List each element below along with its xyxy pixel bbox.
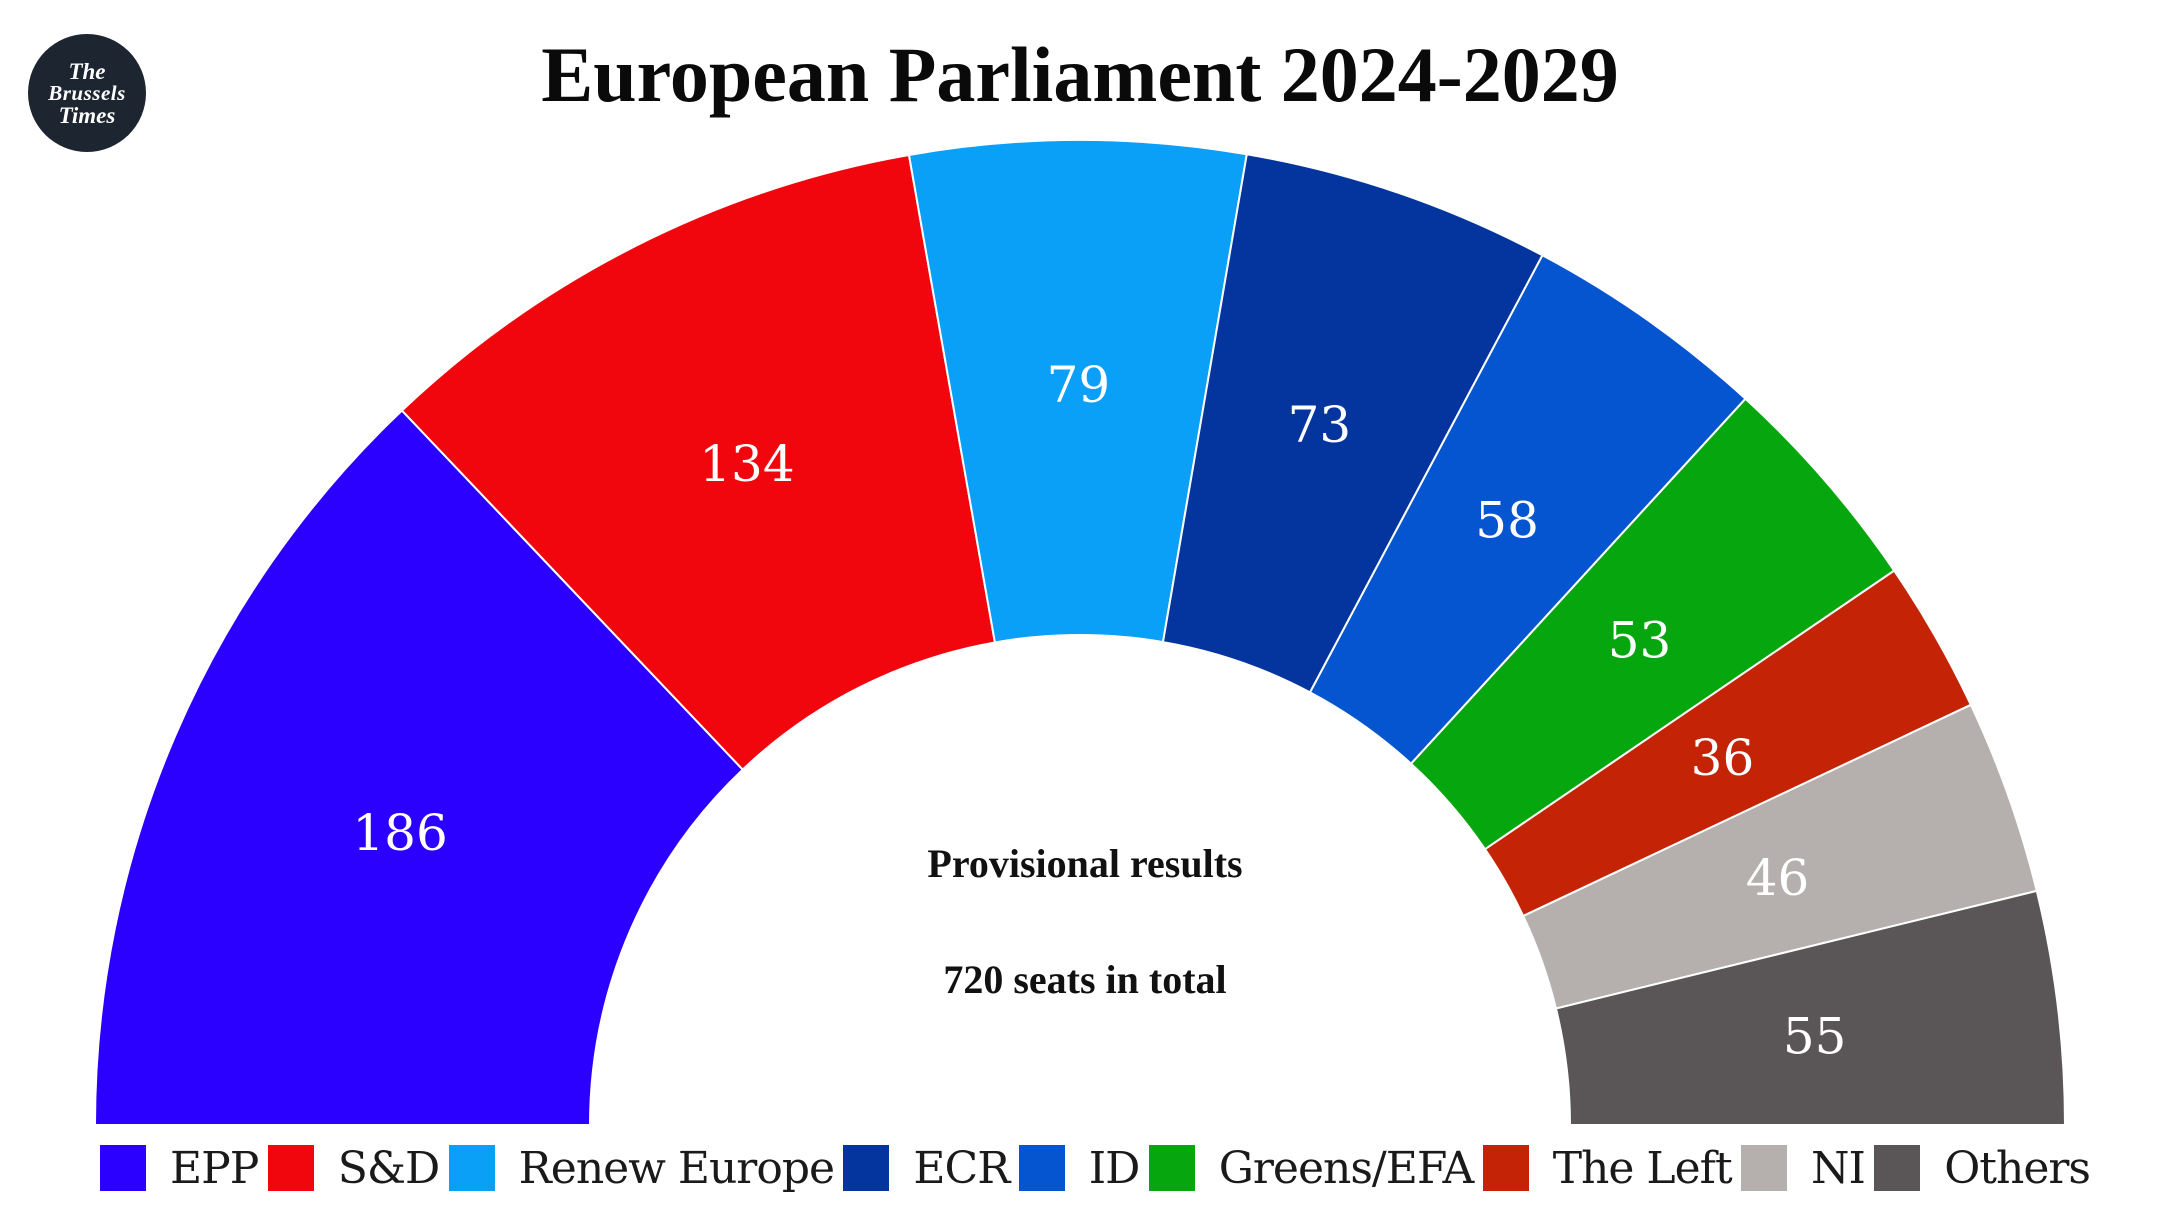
legend-swatch <box>843 1145 890 1191</box>
data-label-sandd: 134 <box>699 435 794 493</box>
data-label-others: 55 <box>1783 1007 1847 1065</box>
segment-others <box>1554 889 2067 1126</box>
legend-label: EPP <box>170 1142 259 1194</box>
data-label-renew-europe: 79 <box>1047 356 1111 414</box>
legend-label: Others <box>1944 1142 2091 1194</box>
data-labels-layer: 186 134 79 73 58 53 36 46 55 <box>352 356 1846 1065</box>
legend-swatch <box>448 1145 495 1191</box>
segment-sandd <box>400 153 997 771</box>
data-label-greens-efa: 53 <box>1608 612 1672 670</box>
data-label-the-left: 36 <box>1691 729 1755 787</box>
legend-label: ID <box>1088 1142 1141 1194</box>
data-label-epp: 186 <box>352 804 447 862</box>
legend-item-others: Others <box>1874 1142 2091 1194</box>
legend-item-ni: NI <box>1740 1142 1866 1194</box>
legend-swatch <box>1482 1145 1529 1191</box>
logo-line-3: Times <box>58 102 116 128</box>
legend-swatch <box>100 1145 146 1191</box>
legend-label: ECR <box>913 1142 1010 1194</box>
segment-epp <box>93 409 745 1126</box>
legend: EPP S&D Renew Europe ECR ID Greens/EFA The Lef… <box>100 1138 2091 1198</box>
brussels-times-logo: The Brussels Times <box>28 34 146 152</box>
legend-swatch <box>1740 1145 1787 1191</box>
legend-swatch <box>267 1145 314 1191</box>
legend-label: The Left <box>1552 1142 1733 1194</box>
legend-swatch <box>1018 1145 1065 1191</box>
legend-item-epp: EPP <box>100 1142 259 1194</box>
legend-label: Renew Europe <box>518 1142 835 1194</box>
legend-item-ecr: ECR <box>843 1142 1010 1194</box>
legend-swatch <box>1148 1145 1195 1191</box>
data-label-id: 58 <box>1475 492 1539 550</box>
legend-label: S&D <box>337 1142 441 1194</box>
legend-item-sandd: S&D <box>267 1142 441 1194</box>
total-seats-label: 720 seats in total <box>943 957 1227 1002</box>
legend-swatch <box>1874 1145 1921 1191</box>
legend-item-the-left: The Left <box>1482 1142 1733 1194</box>
segments-layer <box>93 139 2067 1126</box>
logo-line-2: Brussels <box>48 80 126 105</box>
data-label-ni: 46 <box>1746 849 1810 907</box>
chart-title: European Parliament 2024-2029 <box>541 31 1619 118</box>
legend-item-renew-europe: Renew Europe <box>448 1142 835 1194</box>
data-label-ecr: 73 <box>1288 396 1352 454</box>
legend-item-id: ID <box>1018 1142 1141 1194</box>
legend-label: Greens/EFA <box>1218 1142 1475 1194</box>
chart-subtitle: Provisional results <box>927 841 1243 886</box>
legend-item-greens-efa: Greens/EFA <box>1148 1142 1475 1194</box>
legend-label: NI <box>1810 1142 1866 1194</box>
logo-line-1: The <box>68 58 106 84</box>
